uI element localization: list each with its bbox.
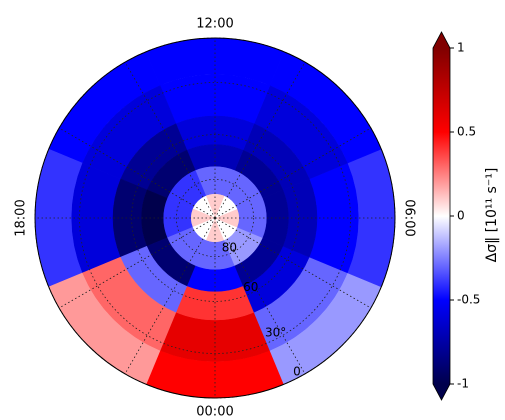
chart: 0 30° 60 80 Δσ‖ [10¹¹ s⁻¹] 12:00 18:00 06:00 0…: [0, 0, 505, 420]
colorbar: [433, 48, 450, 384]
colorbar-tick-label: 0: [457, 209, 465, 223]
colorbar-extend-max: [433, 32, 450, 48]
mlt-label: 06:00: [402, 199, 417, 236]
colorbar-tick-label: 0.5: [457, 125, 476, 139]
colorbar-tick-label: -0.5: [457, 293, 480, 307]
lat-label: 60: [243, 280, 258, 294]
mlt-label: 00:00: [196, 405, 233, 420]
colorbar-extend-min: [433, 384, 450, 400]
colorbar-tick-label: -1: [457, 377, 469, 391]
colorbar-label: Δσ‖ [10¹¹ s⁻¹]: [484, 168, 500, 263]
lat-label: 80: [222, 240, 237, 254]
mlt-label: 18:00: [14, 199, 29, 236]
colorbar-tick-label: 1: [457, 41, 465, 55]
mlt-label: 12:00: [196, 17, 233, 32]
lat-label: 30°: [265, 326, 286, 340]
